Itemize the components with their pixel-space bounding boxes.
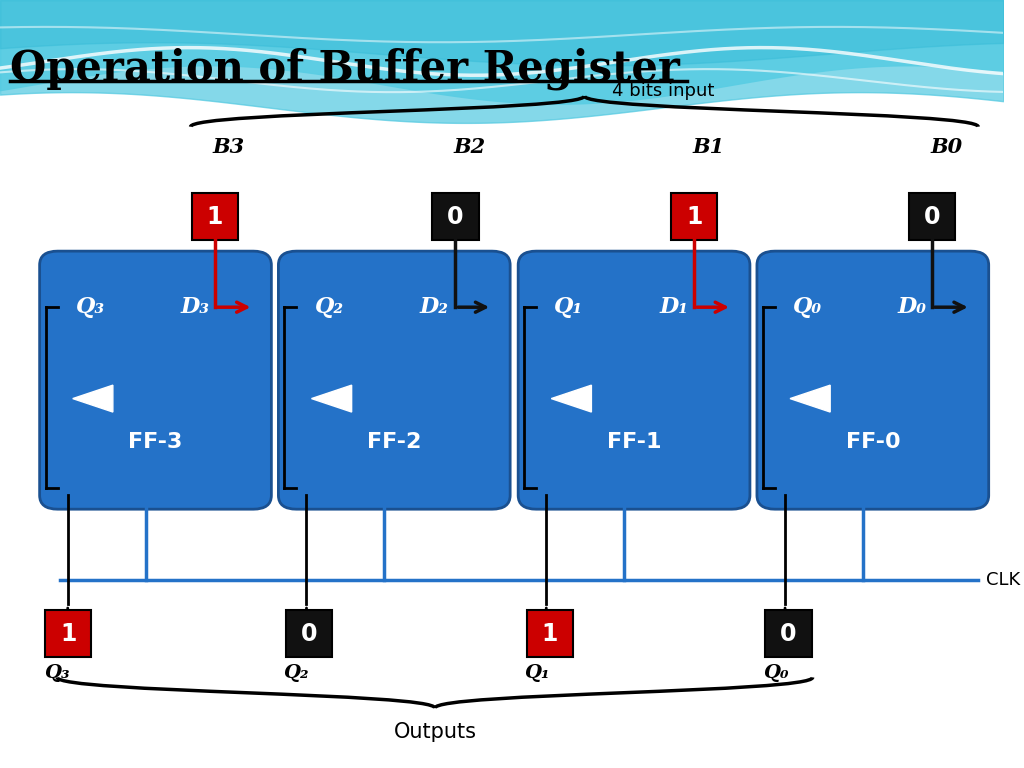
Text: Operation of Buffer Register: Operation of Buffer Register	[10, 48, 680, 91]
Text: Q₃: Q₃	[44, 664, 70, 682]
Text: Q₃: Q₃	[76, 296, 104, 318]
Text: CLK: CLK	[986, 571, 1021, 589]
Text: FF-1: FF-1	[607, 432, 662, 452]
Text: 1: 1	[542, 621, 558, 646]
FancyBboxPatch shape	[526, 610, 572, 657]
Polygon shape	[551, 386, 592, 412]
FancyBboxPatch shape	[757, 251, 989, 509]
Text: D₃: D₃	[180, 296, 210, 318]
FancyBboxPatch shape	[766, 610, 812, 657]
Text: Q₀: Q₀	[793, 296, 822, 318]
Text: FF-3: FF-3	[128, 432, 182, 452]
Text: B3: B3	[213, 137, 245, 157]
FancyBboxPatch shape	[45, 610, 91, 657]
FancyBboxPatch shape	[671, 193, 718, 240]
Text: Q₁: Q₁	[554, 296, 584, 318]
Text: 0: 0	[924, 204, 940, 229]
Text: 1: 1	[60, 621, 77, 646]
Text: 1: 1	[207, 204, 223, 229]
Text: Outputs: Outputs	[393, 722, 476, 742]
Text: B1: B1	[692, 137, 724, 157]
Text: 4 bits input: 4 bits input	[612, 82, 715, 100]
Polygon shape	[791, 386, 830, 412]
Text: 0: 0	[780, 621, 797, 646]
FancyBboxPatch shape	[518, 251, 750, 509]
Text: 1: 1	[686, 204, 702, 229]
Polygon shape	[311, 386, 351, 412]
FancyBboxPatch shape	[279, 251, 510, 509]
Text: Q₁: Q₁	[524, 664, 550, 682]
Text: FF-2: FF-2	[367, 432, 422, 452]
Text: Q₂: Q₂	[284, 664, 308, 682]
FancyBboxPatch shape	[432, 193, 478, 240]
Text: D₂: D₂	[420, 296, 449, 318]
Text: B2: B2	[454, 137, 485, 157]
Text: FF-0: FF-0	[846, 432, 900, 452]
Text: Q₂: Q₂	[314, 296, 344, 318]
Polygon shape	[73, 386, 113, 412]
Text: B0: B0	[930, 137, 963, 157]
Text: D₀: D₀	[898, 296, 927, 318]
Text: Q₀: Q₀	[763, 664, 788, 682]
Text: 0: 0	[301, 621, 317, 646]
FancyBboxPatch shape	[40, 251, 271, 509]
FancyBboxPatch shape	[191, 193, 238, 240]
Text: D₁: D₁	[659, 296, 688, 318]
Text: 0: 0	[447, 204, 464, 229]
FancyBboxPatch shape	[909, 193, 955, 240]
FancyBboxPatch shape	[286, 610, 332, 657]
